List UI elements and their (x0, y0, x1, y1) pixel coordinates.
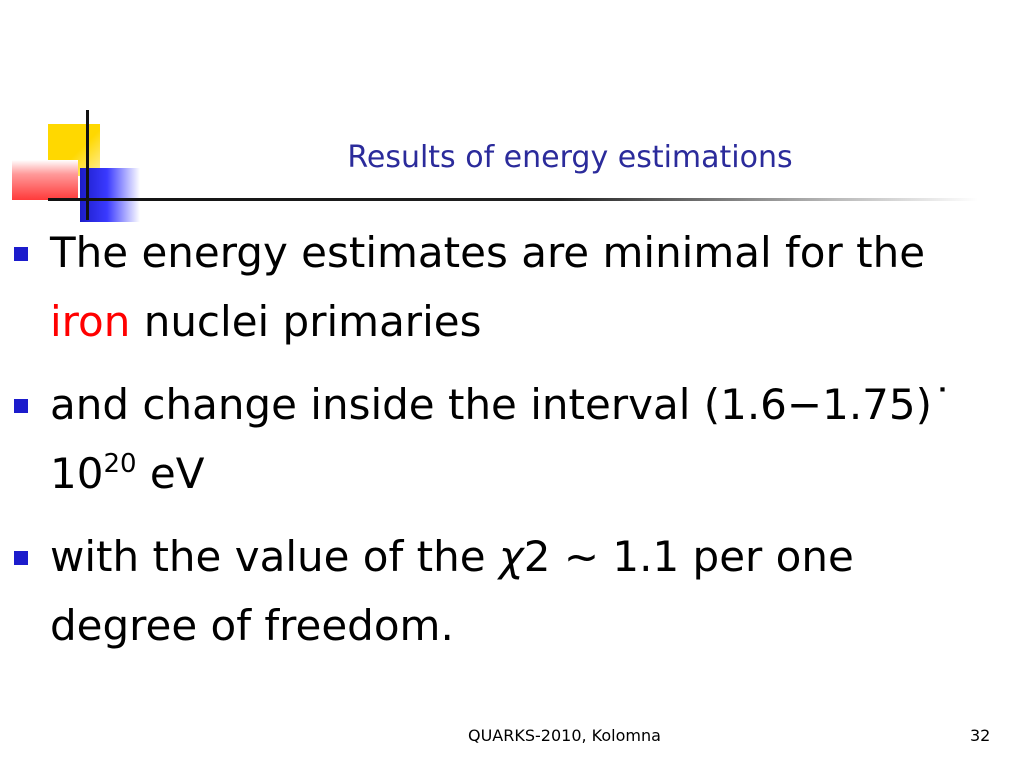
bullet-item-1: The energy estimates are minimal for the… (14, 218, 1004, 356)
bullet-square-icon (14, 247, 28, 261)
bullet-text: nuclei primaries (130, 297, 482, 346)
blue-square (80, 168, 140, 222)
exponent: 20 (103, 449, 137, 479)
bullet-text: The energy estimates are minimal for the (50, 228, 926, 277)
vertical-rule (86, 110, 89, 220)
slide-title: Results of energy estimations (347, 140, 793, 175)
bullet-text: and change inside the interval (1.6−1.75… (50, 380, 953, 498)
bullet-square-icon (14, 399, 28, 413)
footer-conference: QUARKS-2010, Kolomna (468, 726, 661, 745)
red-square (12, 160, 78, 200)
title-underline (48, 198, 978, 201)
bullet-list: The energy estimates are minimal for the… (14, 218, 1004, 674)
bullet-square-icon (14, 551, 28, 565)
bullet-item-2: and change inside the interval (1.6−1.75… (14, 370, 1004, 508)
chi-symbol: χ (498, 532, 524, 581)
page-number: 32 (970, 726, 991, 745)
logo-decoration (0, 0, 160, 240)
highlight-iron: iron (50, 297, 131, 346)
bullet-text: 2 ~ 1.1 per one degree of freedom. (50, 532, 854, 650)
bullet-text: eV (136, 449, 205, 498)
bullet-text: with the value of the (50, 532, 499, 581)
bullet-item-3: with the value of the χ2 ~ 1.1 per one d… (14, 522, 1004, 660)
